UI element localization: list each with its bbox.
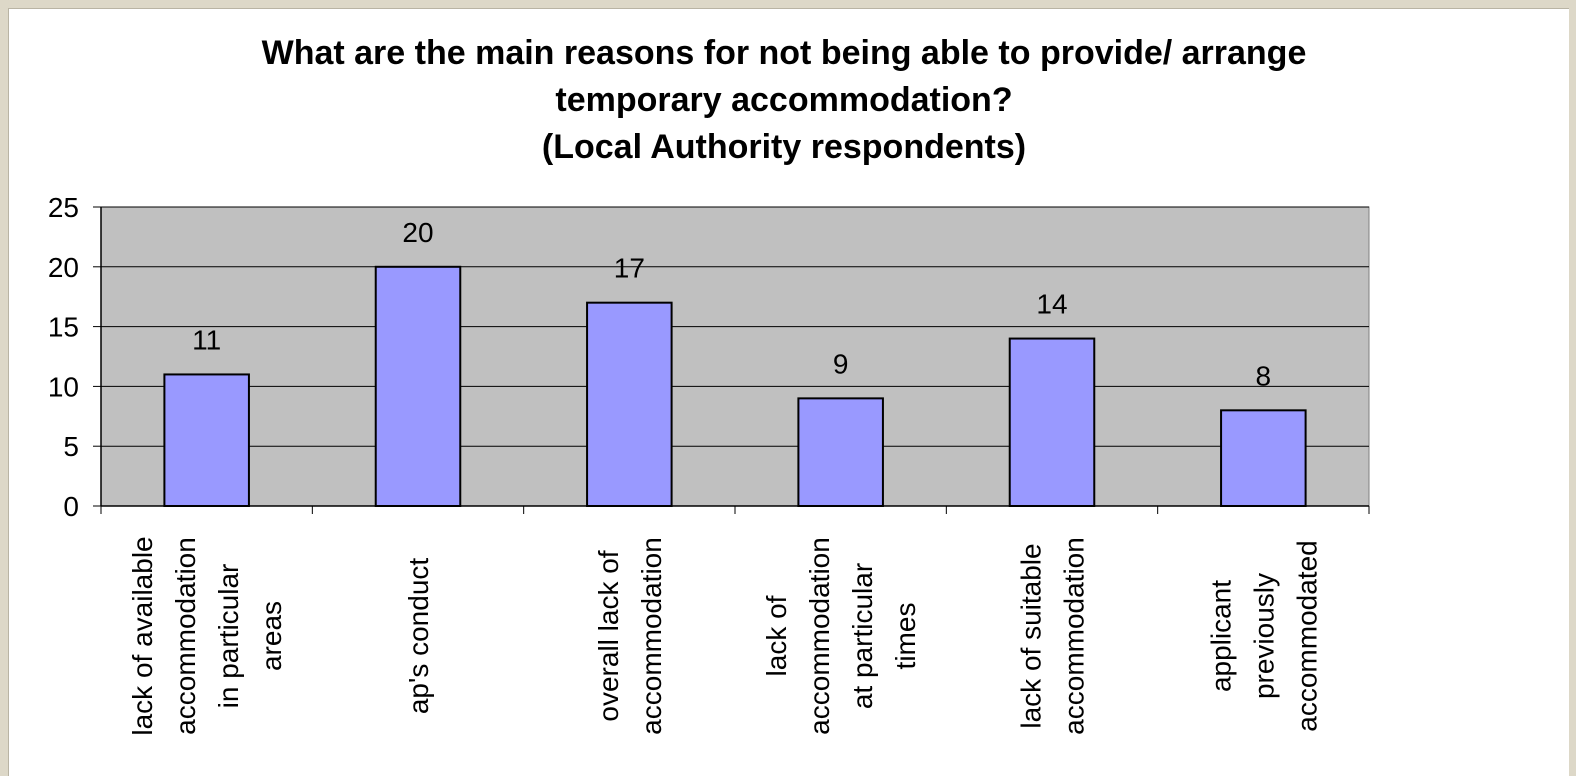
category-label-line: lack of suitable xyxy=(1016,543,1047,728)
category-label-line: previously xyxy=(1248,573,1279,699)
category-label-line: accommodation xyxy=(804,537,835,735)
y-tick-label: 0 xyxy=(63,491,79,522)
category-label: applicant previously accommodated xyxy=(1205,540,1322,731)
chart-frame: What are the main reasons for not being … xyxy=(8,8,1569,776)
category-label-line: ap's conduct xyxy=(403,558,434,715)
data-label: 17 xyxy=(614,253,645,284)
data-label: 9 xyxy=(833,348,849,379)
category-label: lack of accommodation at particular times xyxy=(761,537,921,735)
data-label: 20 xyxy=(402,217,433,248)
data-label: 11 xyxy=(192,324,221,355)
plot-area xyxy=(100,206,1370,507)
category-label-line: times xyxy=(890,603,921,670)
y-tick-label: 25 xyxy=(48,192,79,223)
category-label-line: lack of available xyxy=(127,536,158,735)
category-label-line: accommodation xyxy=(1059,537,1090,735)
category-label-line: accommodation xyxy=(170,537,201,735)
bar xyxy=(1220,409,1307,508)
category-label-line: applicant xyxy=(1205,580,1236,692)
data-label: 14 xyxy=(1036,289,1067,320)
bar-chart: What are the main reasons for not being … xyxy=(48,34,1370,736)
category-label-line: overall lack of xyxy=(593,550,624,721)
bar xyxy=(797,397,884,507)
category-label-line: accommodation xyxy=(636,537,667,735)
category-label-line: in particular xyxy=(213,564,244,709)
chart-title-line-3: (Local Authority respondents) xyxy=(542,128,1026,166)
category-label: ap's conduct xyxy=(403,558,434,715)
bar xyxy=(1008,337,1096,507)
category-label-line: lack of xyxy=(761,595,792,676)
category-label-line: areas xyxy=(256,601,287,671)
category-label: overall lack of accommodation xyxy=(593,537,667,735)
y-tick-label: 20 xyxy=(48,252,79,283)
category-label-line: accommodated xyxy=(1291,540,1322,731)
y-tick-label: 10 xyxy=(48,371,79,402)
bar xyxy=(163,373,250,507)
category-label: lack of available accommodation in particu… xyxy=(127,536,287,735)
category-label-line: at particular xyxy=(847,563,878,709)
y-tick-label: 15 xyxy=(48,312,79,343)
bar xyxy=(374,265,462,507)
category-label: lack of suitable accommodation xyxy=(1016,537,1090,735)
chart-title-line-2: temporary accommodation? xyxy=(555,81,1012,119)
data-label: 8 xyxy=(1256,360,1272,391)
chart-title-line-1: What are the main reasons for not being … xyxy=(262,34,1307,72)
y-tick-label: 5 xyxy=(63,431,79,462)
bar xyxy=(586,301,673,507)
